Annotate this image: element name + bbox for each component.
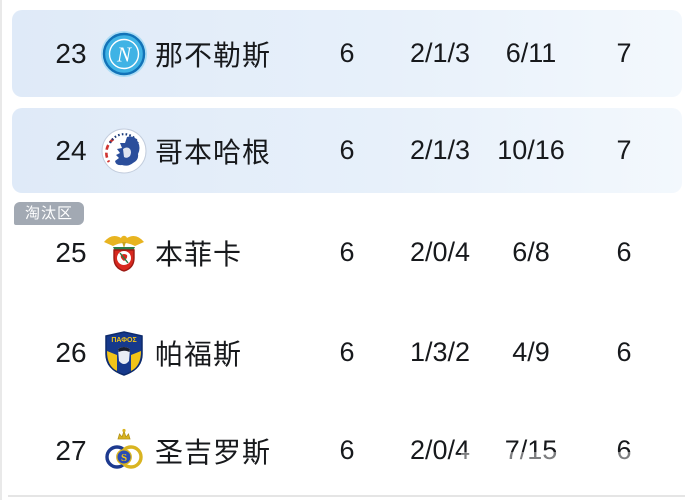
team-name: 那不勒斯: [155, 39, 272, 71]
svg-text:ΠΑΦΟΣ: ΠΑΦΟΣ: [111, 337, 136, 344]
points: 6: [616, 435, 632, 465]
rank-number: 24: [55, 134, 87, 166]
rank-number: 27: [55, 434, 87, 466]
table-row[interactable]: 25 本菲卡 6 2/0/4 6/8 6: [12, 205, 682, 300]
goals-for-against: 7/15: [504, 435, 558, 465]
bottom-divider: [8, 495, 685, 497]
points: 6: [616, 337, 632, 367]
points: 7: [616, 38, 632, 68]
table-row[interactable]: 27 S 圣吉罗斯 6 2/0/4 7/15 6: [12, 403, 682, 498]
saint-gilloise-crest-icon: S: [100, 427, 148, 475]
win-draw-loss: 1/3/2: [409, 337, 471, 367]
benfica-crest-icon: [100, 229, 148, 277]
team-name: 本菲卡: [155, 238, 243, 270]
svg-text:S: S: [121, 452, 127, 464]
napoli-crest-icon: N: [100, 30, 148, 78]
svg-text:N: N: [116, 42, 132, 66]
rank-number: 26: [55, 336, 87, 368]
win-draw-loss: 2/1/3: [409, 135, 471, 165]
win-draw-loss: 2/0/4: [409, 237, 471, 267]
goals-for-against: 10/16: [497, 135, 565, 165]
table-row[interactable]: 23 N 那不勒斯 6 2/1/3 6/11 7: [12, 10, 682, 97]
team-name: 帕福斯: [155, 338, 243, 370]
matches-played: 6: [339, 135, 355, 165]
rank-number: 25: [55, 236, 87, 268]
team-name: 哥本哈根: [155, 136, 272, 168]
elimination-zone-badge: 淘汰区: [14, 202, 85, 225]
team-name: 圣吉罗斯: [155, 436, 272, 468]
table-row[interactable]: 26 ΠΑΦΟΣ 帕福斯 6 1/3/2 4/9 6: [12, 305, 682, 400]
copenhagen-crest-icon: [100, 127, 148, 175]
table-row[interactable]: 24 哥本哈根 6 2/1/3 10/16 7: [12, 108, 682, 193]
goals-for-against: 4/9: [512, 337, 550, 367]
goals-for-against: 6/11: [505, 38, 557, 68]
pafos-crest-icon: ΠΑΦΟΣ: [100, 329, 148, 377]
points: 7: [616, 135, 632, 165]
matches-played: 6: [339, 337, 355, 367]
win-draw-loss: 2/1/3: [409, 38, 471, 68]
win-draw-loss: 2/0/4: [409, 435, 471, 465]
rank-number: 23: [55, 37, 87, 69]
matches-played: 6: [339, 237, 355, 267]
points: 6: [616, 237, 632, 267]
goals-for-against: 6/8: [512, 237, 550, 267]
matches-played: 6: [339, 435, 355, 465]
matches-played: 6: [339, 38, 355, 68]
